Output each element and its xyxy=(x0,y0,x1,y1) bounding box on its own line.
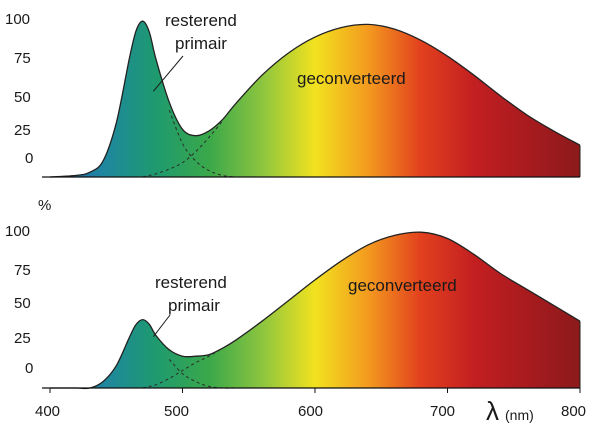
converted-component-line xyxy=(142,347,223,389)
y-unit-label: % xyxy=(38,197,51,214)
bottom-ytick-label: 50 xyxy=(14,295,31,312)
total-spectrum-area xyxy=(50,21,580,177)
top-panel xyxy=(42,20,581,178)
residual-primary-component-line xyxy=(168,110,236,178)
bottom-panel xyxy=(42,231,581,390)
converted-component-line xyxy=(142,120,223,178)
bottom-ytick-label: 100 xyxy=(5,223,30,240)
total-spectrum-line xyxy=(49,231,581,390)
x-tick-label: 600 xyxy=(298,403,323,420)
top-ytick-label: 0 xyxy=(25,150,33,167)
x-tick-label: 800 xyxy=(561,403,586,420)
x-tick-label: 400 xyxy=(35,403,60,420)
top-annotation-residual: resterend xyxy=(165,11,237,30)
x-tick-label: 700 xyxy=(430,403,455,420)
bottom-ytick-label: 25 xyxy=(14,330,31,347)
x-axis-unit: (nm) xyxy=(505,407,534,423)
residual-primary-component-line xyxy=(168,359,236,389)
bottom-ytick-label: 0 xyxy=(25,360,33,377)
bottom-annotation-converted: geconverteerd xyxy=(348,276,457,295)
annotation-pointer-line xyxy=(152,55,184,92)
top-ytick-label: 50 xyxy=(14,89,31,106)
top-annotation-converted: geconverteerd xyxy=(297,69,406,88)
bottom-annotation-residual: primair xyxy=(168,296,220,315)
top-ytick-label: 100 xyxy=(5,11,30,28)
x-tick-label: 500 xyxy=(164,403,189,420)
total-spectrum-area xyxy=(50,232,580,389)
bottom-annotation-residual: resterend xyxy=(155,273,227,292)
top-ytick-label: 75 xyxy=(14,50,31,67)
x-axis-symbol: λ xyxy=(486,396,499,425)
annotation-pointer-line xyxy=(152,314,171,338)
total-spectrum-line xyxy=(49,20,581,178)
bottom-ytick-label: 75 xyxy=(14,262,31,279)
top-ytick-label: 25 xyxy=(14,122,31,139)
top-annotation-residual: primair xyxy=(175,34,227,53)
